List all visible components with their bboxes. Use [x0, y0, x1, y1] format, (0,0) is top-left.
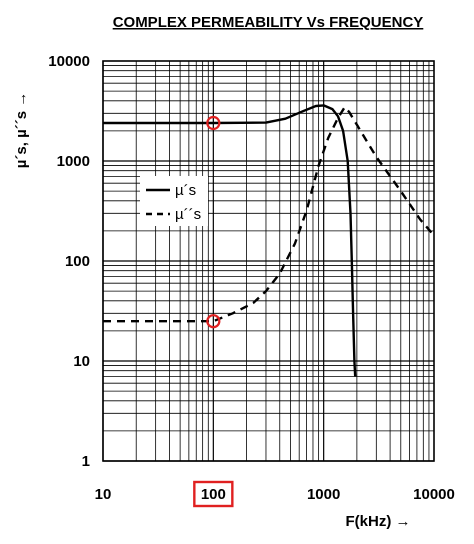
highlight-marker	[206, 314, 221, 329]
legend: µ´s µ´´s	[140, 176, 208, 226]
tick-labels: 10 100 1000 10000 1 10 100 1000 10000	[48, 53, 455, 508]
grid	[102, 60, 435, 462]
x-tick-label: 10	[95, 486, 112, 503]
highlight-marker	[206, 115, 221, 131]
marker-group	[206, 115, 221, 329]
x-tick-label: 100	[201, 486, 226, 503]
y-tick-label: 100	[65, 253, 90, 270]
chart-title: COMPLEX PERMEABILITY Vs FREQUENCY	[113, 14, 424, 31]
y-tick-label: 10	[73, 353, 90, 370]
y-tick-label: 1	[82, 453, 90, 470]
plot-frame	[102, 60, 435, 462]
legend-label-1: µ´s	[175, 182, 196, 199]
x-tick-label: 1000	[307, 486, 340, 503]
y-tick-label: 1000	[57, 153, 90, 170]
series-group	[103, 104, 435, 377]
legend-label-2: µ´´s	[175, 206, 201, 223]
y-tick-label: 10000	[48, 53, 90, 70]
x-axis-label: F(kHz) →	[346, 513, 411, 530]
series-line-1	[103, 104, 357, 377]
x-tick-label: 10000	[413, 486, 455, 503]
legend-box	[140, 176, 208, 226]
y-axis-label: µ´s, µ´´s →	[13, 92, 30, 168]
x-tick-highlight-box	[193, 480, 234, 508]
series-line-2	[103, 106, 435, 323]
